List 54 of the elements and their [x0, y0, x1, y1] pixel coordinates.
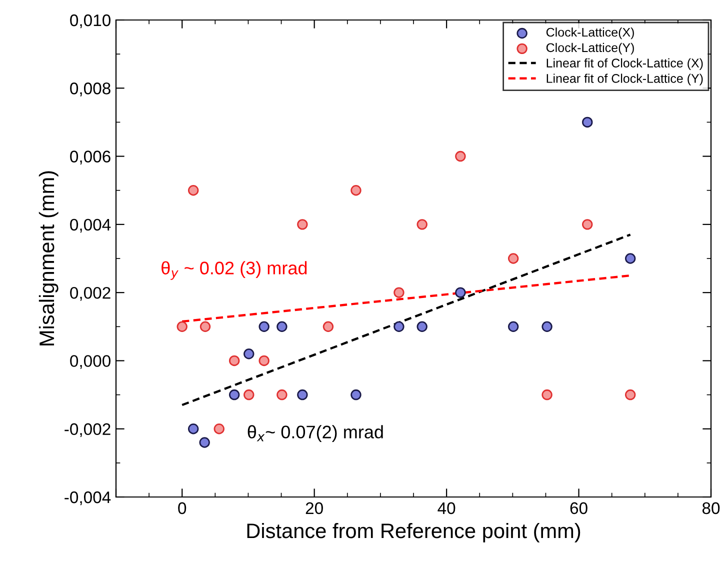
point: [624, 253, 636, 264]
y-tick-label: 0,002: [70, 286, 110, 301]
point: [508, 321, 519, 332]
x-axis-title: Distance from Reference point (mm): [247, 522, 580, 542]
point: [228, 389, 240, 400]
point: [214, 424, 224, 434]
point: [276, 389, 288, 400]
point: [188, 185, 199, 196]
x-tick-label: 20: [306, 502, 323, 514]
point: [582, 219, 593, 230]
point: [542, 389, 552, 400]
annotation: θ$_{x}$~ 0.07(2) mrad: [248, 425, 383, 442]
point: [188, 424, 199, 434]
point: [416, 219, 428, 230]
point: [582, 116, 593, 128]
point: [297, 219, 308, 230]
point: [542, 321, 552, 332]
y-tick-label: 0,006: [70, 150, 110, 164]
y-tick-label: -0,004: [64, 491, 111, 506]
annotation: θ$_{y}$ ~ 0.02 (3) mrad: [162, 261, 307, 280]
point: [276, 321, 288, 332]
point: [200, 321, 211, 332]
legend-label: Linear fit of Clock-Lattice (Y): [546, 74, 703, 86]
point: [416, 321, 428, 332]
y-tick-label: -0,002: [64, 423, 110, 438]
point: [350, 389, 362, 400]
point: [624, 389, 636, 400]
point: [199, 437, 210, 448]
point: [455, 287, 466, 298]
legend-label: Clock-Lattice(X): [546, 28, 634, 40]
point: [244, 389, 254, 400]
y-axis-title: Misalignment (mm): [38, 171, 58, 346]
point: [258, 321, 270, 332]
x-tick-label: 80: [702, 502, 720, 514]
x-tick-label: 0: [178, 502, 186, 514]
y-tick-label: 0,008: [70, 82, 110, 96]
point: [297, 389, 308, 400]
point: [394, 287, 404, 298]
point: [350, 185, 362, 196]
point: [322, 321, 334, 332]
y-tick-label: 0,004: [70, 218, 111, 233]
point: [258, 355, 270, 366]
x-tick-label: 60: [570, 502, 588, 514]
point: [228, 355, 240, 366]
x-tick-label: 40: [438, 502, 456, 514]
y-tick-label: 0,010: [70, 14, 110, 28]
y-tick-label: 0,000: [70, 355, 110, 369]
point: [508, 253, 519, 264]
legend-label: Linear fit of Clock-Lattice (X): [546, 58, 703, 70]
point: [176, 321, 188, 332]
point: [244, 348, 254, 360]
point: [394, 321, 404, 332]
legend-label: Clock-Lattice(Y): [546, 42, 634, 55]
point: [455, 150, 466, 162]
